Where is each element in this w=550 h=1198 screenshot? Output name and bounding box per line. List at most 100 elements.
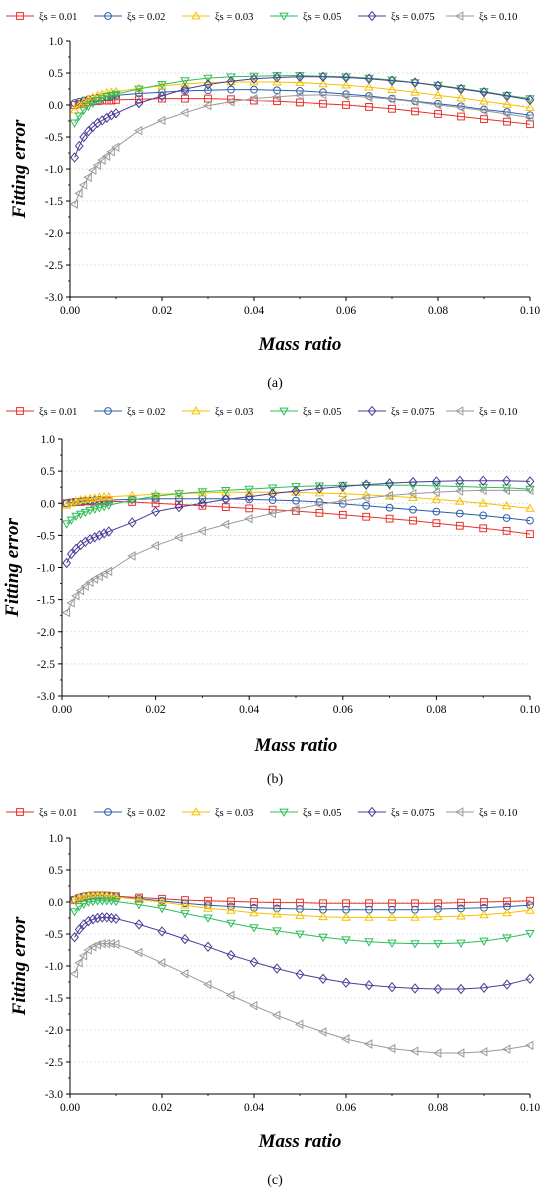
data-point (74, 140, 84, 152)
data-point (431, 494, 442, 503)
y-tick-label: -1.5 (45, 196, 63, 208)
data-point (431, 482, 442, 491)
data-point (525, 973, 535, 984)
data-point (503, 108, 511, 116)
legend-swatch-marker (455, 406, 464, 416)
data-point (74, 112, 84, 121)
data-point (249, 93, 258, 104)
data-point (364, 92, 373, 103)
data-point (338, 481, 348, 492)
data-point (361, 481, 371, 491)
legend-item: ξs = 0.10 (446, 11, 517, 23)
data-point (295, 910, 305, 919)
data-point (93, 912, 102, 924)
data-point (295, 77, 305, 86)
legend-label: ξs = 0.05 (303, 808, 341, 819)
data-point (410, 983, 420, 994)
legend-label: ξs = 0.01 (39, 12, 77, 23)
data-point (455, 496, 465, 505)
data-point (478, 485, 487, 496)
legend-item: ξs = 0.075 (358, 806, 435, 819)
data-point (319, 88, 327, 97)
x-tick-label: 0.10 (520, 1102, 540, 1114)
data-point (203, 903, 213, 912)
data-point (221, 487, 231, 496)
x-tick-label: 0.06 (333, 704, 353, 716)
data-point (226, 949, 236, 961)
chart-panel-3: 1.0 0.5 0.0 -0.5 -1.0 -1.5 -2.0 -2.5 -3.00.00 0.0… (6, 806, 540, 1188)
data-point (94, 504, 105, 513)
x-tick-label: 0.00 (52, 704, 72, 716)
data-point (93, 891, 102, 900)
data-point (204, 94, 212, 103)
legend-label: ξs = 0.03 (215, 808, 253, 819)
data-point (92, 897, 103, 906)
series-4 (69, 897, 535, 949)
data-point (250, 898, 258, 906)
data-point (157, 926, 167, 937)
x-tick-label: 0.08 (428, 305, 448, 317)
data-point (79, 96, 89, 106)
data-point (385, 514, 394, 523)
data-point (84, 126, 93, 137)
data-point (364, 1039, 373, 1049)
data-point (227, 95, 235, 104)
data-point (273, 86, 281, 95)
legend-item: ξs = 0.05 (270, 407, 341, 418)
legend-swatch-marker (455, 807, 464, 817)
data-point (502, 979, 512, 990)
data-point (71, 590, 80, 601)
y-tick-label: -2.0 (37, 627, 55, 639)
data-point (226, 76, 236, 87)
y-tick-label: -1.0 (45, 961, 63, 973)
data-point (341, 977, 351, 988)
data-point (341, 1034, 350, 1044)
data-point (387, 912, 397, 921)
data-point (111, 90, 121, 100)
data-point (341, 91, 350, 101)
panel-caption: (a) (267, 376, 283, 391)
legend-label: ξs = 0.075 (391, 808, 435, 819)
data-point (244, 491, 254, 503)
y-tick-label: 0.0 (49, 100, 64, 112)
data-point (434, 899, 442, 908)
y-tick-label: -0.5 (45, 929, 63, 941)
legend-label: ξs = 0.03 (215, 407, 253, 418)
data-point (174, 490, 184, 499)
data-point (456, 93, 466, 102)
legend-label: ξs = 0.01 (39, 808, 77, 819)
data-point (135, 89, 143, 98)
legend-item: ξs = 0.03 (182, 11, 253, 23)
data-point (503, 117, 511, 126)
data-point (111, 108, 121, 119)
data-point (97, 938, 106, 949)
data-point (272, 77, 282, 86)
data-point (526, 111, 534, 120)
data-point (197, 488, 208, 497)
y-tick-label: -3.0 (37, 691, 55, 703)
data-point (249, 956, 259, 968)
data-point (102, 897, 112, 906)
x-tick-label: 0.06 (336, 1102, 356, 1114)
data-point (157, 958, 166, 968)
data-point (292, 507, 300, 515)
y-tick-label: -0.5 (45, 132, 63, 144)
legend-swatch-marker (191, 406, 201, 415)
y-tick-label: -2.0 (45, 228, 63, 240)
series-5 (62, 475, 535, 569)
legend-item: ξs = 0.02 (94, 12, 165, 23)
data-point (272, 963, 282, 974)
data-point (501, 485, 510, 496)
data-point (409, 516, 417, 525)
data-point (268, 496, 277, 504)
legend-label: ξs = 0.075 (391, 407, 435, 418)
data-point (361, 479, 371, 490)
data-point (111, 142, 120, 153)
y-tick-label: -0.5 (37, 530, 55, 542)
data-point (104, 491, 114, 501)
data-point (150, 492, 161, 502)
data-point (84, 916, 93, 927)
y-tick-label: -1.5 (45, 993, 63, 1005)
y-tick-label: 0.5 (41, 466, 56, 478)
series-6 (69, 938, 534, 1058)
